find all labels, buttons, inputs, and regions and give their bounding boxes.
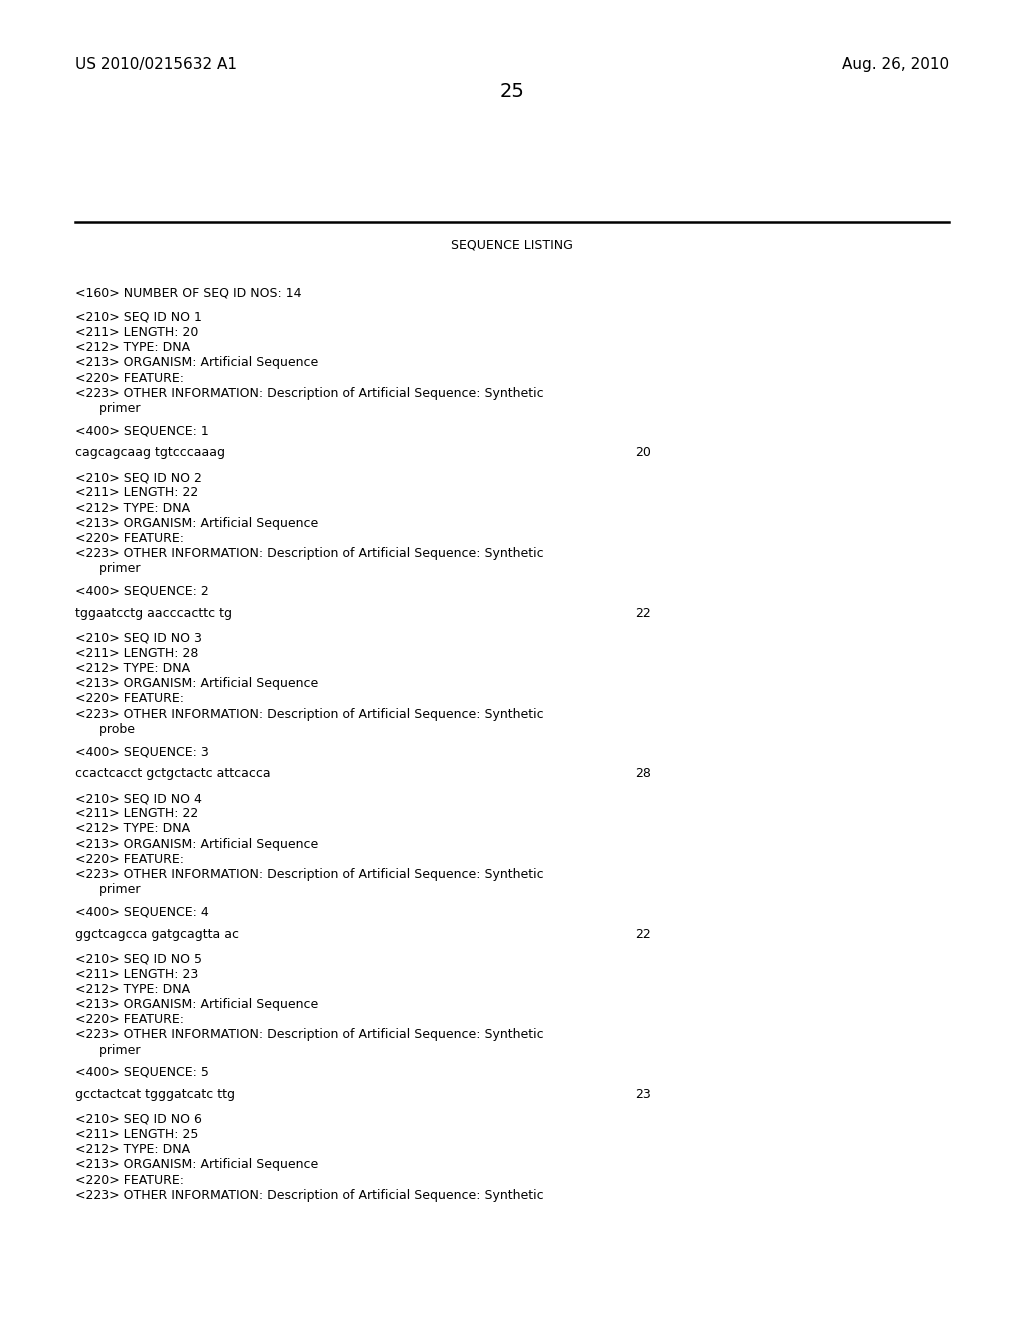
Text: <211> LENGTH: 28: <211> LENGTH: 28 bbox=[75, 647, 199, 660]
Text: <213> ORGANISM: Artificial Sequence: <213> ORGANISM: Artificial Sequence bbox=[75, 838, 318, 850]
Text: <400> SEQUENCE: 1: <400> SEQUENCE: 1 bbox=[75, 424, 209, 437]
Text: <220> FEATURE:: <220> FEATURE: bbox=[75, 853, 184, 866]
Text: <210> SEQ ID NO 1: <210> SEQ ID NO 1 bbox=[75, 310, 202, 323]
Text: <210> SEQ ID NO 4: <210> SEQ ID NO 4 bbox=[75, 792, 202, 805]
Text: <213> ORGANISM: Artificial Sequence: <213> ORGANISM: Artificial Sequence bbox=[75, 517, 318, 529]
Text: primer: primer bbox=[75, 403, 140, 414]
Text: <210> SEQ ID NO 5: <210> SEQ ID NO 5 bbox=[75, 953, 202, 965]
Text: <213> ORGANISM: Artificial Sequence: <213> ORGANISM: Artificial Sequence bbox=[75, 1159, 318, 1171]
Text: 20: 20 bbox=[635, 446, 651, 459]
Text: <223> OTHER INFORMATION: Description of Artificial Sequence: Synthetic: <223> OTHER INFORMATION: Description of … bbox=[75, 548, 544, 560]
Text: <213> ORGANISM: Artificial Sequence: <213> ORGANISM: Artificial Sequence bbox=[75, 998, 318, 1011]
Text: <220> FEATURE:: <220> FEATURE: bbox=[75, 1014, 184, 1026]
Text: <400> SEQUENCE: 3: <400> SEQUENCE: 3 bbox=[75, 744, 209, 758]
Text: <400> SEQUENCE: 2: <400> SEQUENCE: 2 bbox=[75, 585, 209, 598]
Text: <211> LENGTH: 22: <211> LENGTH: 22 bbox=[75, 808, 199, 820]
Text: <212> TYPE: DNA: <212> TYPE: DNA bbox=[75, 1143, 190, 1156]
Text: <211> LENGTH: 22: <211> LENGTH: 22 bbox=[75, 486, 199, 499]
Text: 22: 22 bbox=[635, 928, 650, 941]
Text: <223> OTHER INFORMATION: Description of Artificial Sequence: Synthetic: <223> OTHER INFORMATION: Description of … bbox=[75, 869, 544, 880]
Text: <220> FEATURE:: <220> FEATURE: bbox=[75, 532, 184, 545]
Text: <220> FEATURE:: <220> FEATURE: bbox=[75, 372, 184, 384]
Text: <220> FEATURE:: <220> FEATURE: bbox=[75, 1173, 184, 1187]
Text: ggctcagcca gatgcagtta ac: ggctcagcca gatgcagtta ac bbox=[75, 928, 239, 941]
Text: <223> OTHER INFORMATION: Description of Artificial Sequence: Synthetic: <223> OTHER INFORMATION: Description of … bbox=[75, 708, 544, 721]
Text: tggaatcctg aacccacttc tg: tggaatcctg aacccacttc tg bbox=[75, 607, 232, 620]
Text: <210> SEQ ID NO 6: <210> SEQ ID NO 6 bbox=[75, 1113, 202, 1126]
Text: <210> SEQ ID NO 3: <210> SEQ ID NO 3 bbox=[75, 631, 202, 644]
Text: 22: 22 bbox=[635, 607, 650, 620]
Text: US 2010/0215632 A1: US 2010/0215632 A1 bbox=[75, 57, 237, 73]
Text: <400> SEQUENCE: 4: <400> SEQUENCE: 4 bbox=[75, 906, 209, 919]
Text: <212> TYPE: DNA: <212> TYPE: DNA bbox=[75, 663, 190, 675]
Text: <223> OTHER INFORMATION: Description of Artificial Sequence: Synthetic: <223> OTHER INFORMATION: Description of … bbox=[75, 1028, 544, 1041]
Text: 25: 25 bbox=[500, 82, 524, 102]
Text: <223> OTHER INFORMATION: Description of Artificial Sequence: Synthetic: <223> OTHER INFORMATION: Description of … bbox=[75, 1189, 544, 1201]
Text: cagcagcaag tgtcccaaag: cagcagcaag tgtcccaaag bbox=[75, 446, 225, 459]
Text: <160> NUMBER OF SEQ ID NOS: 14: <160> NUMBER OF SEQ ID NOS: 14 bbox=[75, 286, 301, 300]
Text: primer: primer bbox=[75, 562, 140, 576]
Text: <211> LENGTH: 25: <211> LENGTH: 25 bbox=[75, 1129, 199, 1140]
Text: primer: primer bbox=[75, 1044, 140, 1056]
Text: <210> SEQ ID NO 2: <210> SEQ ID NO 2 bbox=[75, 471, 202, 484]
Text: ccactcacct gctgctactc attcacca: ccactcacct gctgctactc attcacca bbox=[75, 767, 270, 780]
Text: <212> TYPE: DNA: <212> TYPE: DNA bbox=[75, 502, 190, 515]
Text: <213> ORGANISM: Artificial Sequence: <213> ORGANISM: Artificial Sequence bbox=[75, 677, 318, 690]
Text: gcctactcat tgggatcatc ttg: gcctactcat tgggatcatc ttg bbox=[75, 1088, 234, 1101]
Text: 23: 23 bbox=[635, 1088, 650, 1101]
Text: primer: primer bbox=[75, 883, 140, 896]
Text: <220> FEATURE:: <220> FEATURE: bbox=[75, 693, 184, 705]
Text: 28: 28 bbox=[635, 767, 651, 780]
Text: <212> TYPE: DNA: <212> TYPE: DNA bbox=[75, 822, 190, 836]
Text: <213> ORGANISM: Artificial Sequence: <213> ORGANISM: Artificial Sequence bbox=[75, 356, 318, 370]
Text: SEQUENCE LISTING: SEQUENCE LISTING bbox=[451, 238, 573, 251]
Text: <400> SEQUENCE: 5: <400> SEQUENCE: 5 bbox=[75, 1065, 209, 1078]
Text: <223> OTHER INFORMATION: Description of Artificial Sequence: Synthetic: <223> OTHER INFORMATION: Description of … bbox=[75, 387, 544, 400]
Text: probe: probe bbox=[75, 723, 135, 735]
Text: <212> TYPE: DNA: <212> TYPE: DNA bbox=[75, 983, 190, 995]
Text: <211> LENGTH: 23: <211> LENGTH: 23 bbox=[75, 968, 199, 981]
Text: Aug. 26, 2010: Aug. 26, 2010 bbox=[842, 57, 949, 73]
Text: <212> TYPE: DNA: <212> TYPE: DNA bbox=[75, 341, 190, 354]
Text: <211> LENGTH: 20: <211> LENGTH: 20 bbox=[75, 326, 199, 339]
